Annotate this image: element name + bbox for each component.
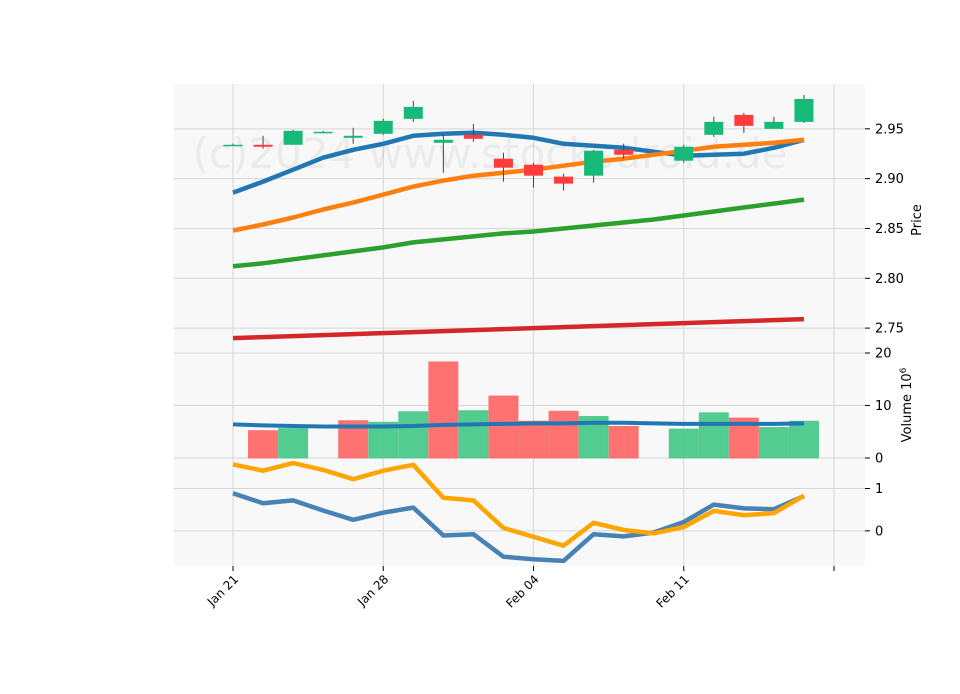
candle-body	[674, 146, 694, 161]
candle-body	[223, 144, 243, 147]
candle	[554, 173, 574, 191]
volume-bar	[608, 426, 639, 459]
volume-bar	[458, 410, 489, 459]
volume-bar	[428, 361, 459, 459]
volume-bar	[488, 395, 519, 459]
price-panel	[223, 94, 814, 341]
candle	[313, 130, 333, 134]
candle	[764, 116, 784, 129]
x-tick-label: Jan 21	[204, 572, 241, 609]
candle	[253, 135, 273, 149]
indicator-panel-bg	[174, 458, 865, 566]
candle-body	[704, 121, 724, 135]
candle	[794, 94, 814, 123]
candle-body	[493, 158, 513, 168]
candle-body	[764, 121, 784, 129]
volume-bar	[668, 428, 699, 459]
price-panel-bg	[174, 84, 865, 353]
candle-body	[373, 120, 393, 134]
volume-tick-label: 10	[875, 399, 892, 414]
candle	[283, 129, 303, 145]
candle-body	[794, 98, 814, 122]
candle	[403, 100, 423, 122]
candle-body	[463, 134, 483, 139]
candle-body	[433, 139, 453, 143]
moving-average-line-1	[232, 137, 805, 233]
candle-body	[734, 114, 754, 126]
candle-body	[313, 131, 333, 134]
volume-bar	[548, 410, 579, 459]
volume-bar	[398, 411, 429, 459]
candle	[493, 152, 513, 182]
candle-body	[403, 106, 423, 119]
x-tick-label: Feb 11	[653, 572, 691, 610]
candle-body	[614, 149, 634, 155]
candle-body	[343, 135, 363, 138]
candle	[223, 143, 243, 147]
price-tick-label: 2.75	[875, 322, 904, 337]
candle-body	[554, 176, 574, 184]
indicator-panel	[232, 460, 806, 564]
price-tick-label: 2.85	[875, 222, 904, 237]
volume-bar	[248, 430, 279, 459]
candle	[343, 127, 363, 144]
candle	[704, 116, 724, 137]
candle	[734, 112, 754, 133]
moving-average-line-3	[232, 316, 805, 341]
candle-body	[253, 144, 273, 147]
moving-average-line-2	[232, 197, 805, 269]
volume-bar	[518, 420, 549, 459]
x-tick-label: Feb 04	[503, 572, 541, 610]
indicator-tick-label: 0	[875, 524, 883, 539]
volume-average-line	[232, 420, 805, 429]
volume-exponent: 6	[899, 367, 909, 373]
indicator-tick-label: 1	[875, 482, 883, 497]
candle-body	[283, 130, 303, 145]
candle	[614, 143, 634, 159]
volume-tick-label: 20	[875, 347, 892, 362]
moving-average-line-0	[232, 130, 805, 195]
price-tick-label: 2.80	[875, 272, 904, 287]
x-tick-label: Jan 28	[354, 572, 391, 609]
candle	[524, 162, 543, 188]
indicator-line-1	[232, 460, 806, 548]
candle	[674, 144, 694, 163]
volume-bar	[758, 427, 789, 459]
volume-panel	[232, 361, 819, 459]
volume-bar	[278, 428, 309, 459]
price-tick-label: 2.90	[875, 172, 904, 187]
volume-axis-label: Volume 106	[899, 367, 915, 442]
volume-tick-label: 0	[875, 452, 883, 467]
candle-body	[584, 150, 604, 176]
volume-bar	[698, 412, 729, 459]
candle	[433, 134, 453, 173]
candle	[373, 118, 393, 135]
indicator-line-0	[232, 491, 805, 564]
candle	[584, 149, 604, 183]
candle-body	[524, 164, 543, 176]
price-axis-label: Price	[910, 204, 925, 236]
candle	[463, 123, 483, 142]
price-tick-label: 2.95	[875, 122, 904, 137]
volume-bar	[788, 420, 819, 459]
